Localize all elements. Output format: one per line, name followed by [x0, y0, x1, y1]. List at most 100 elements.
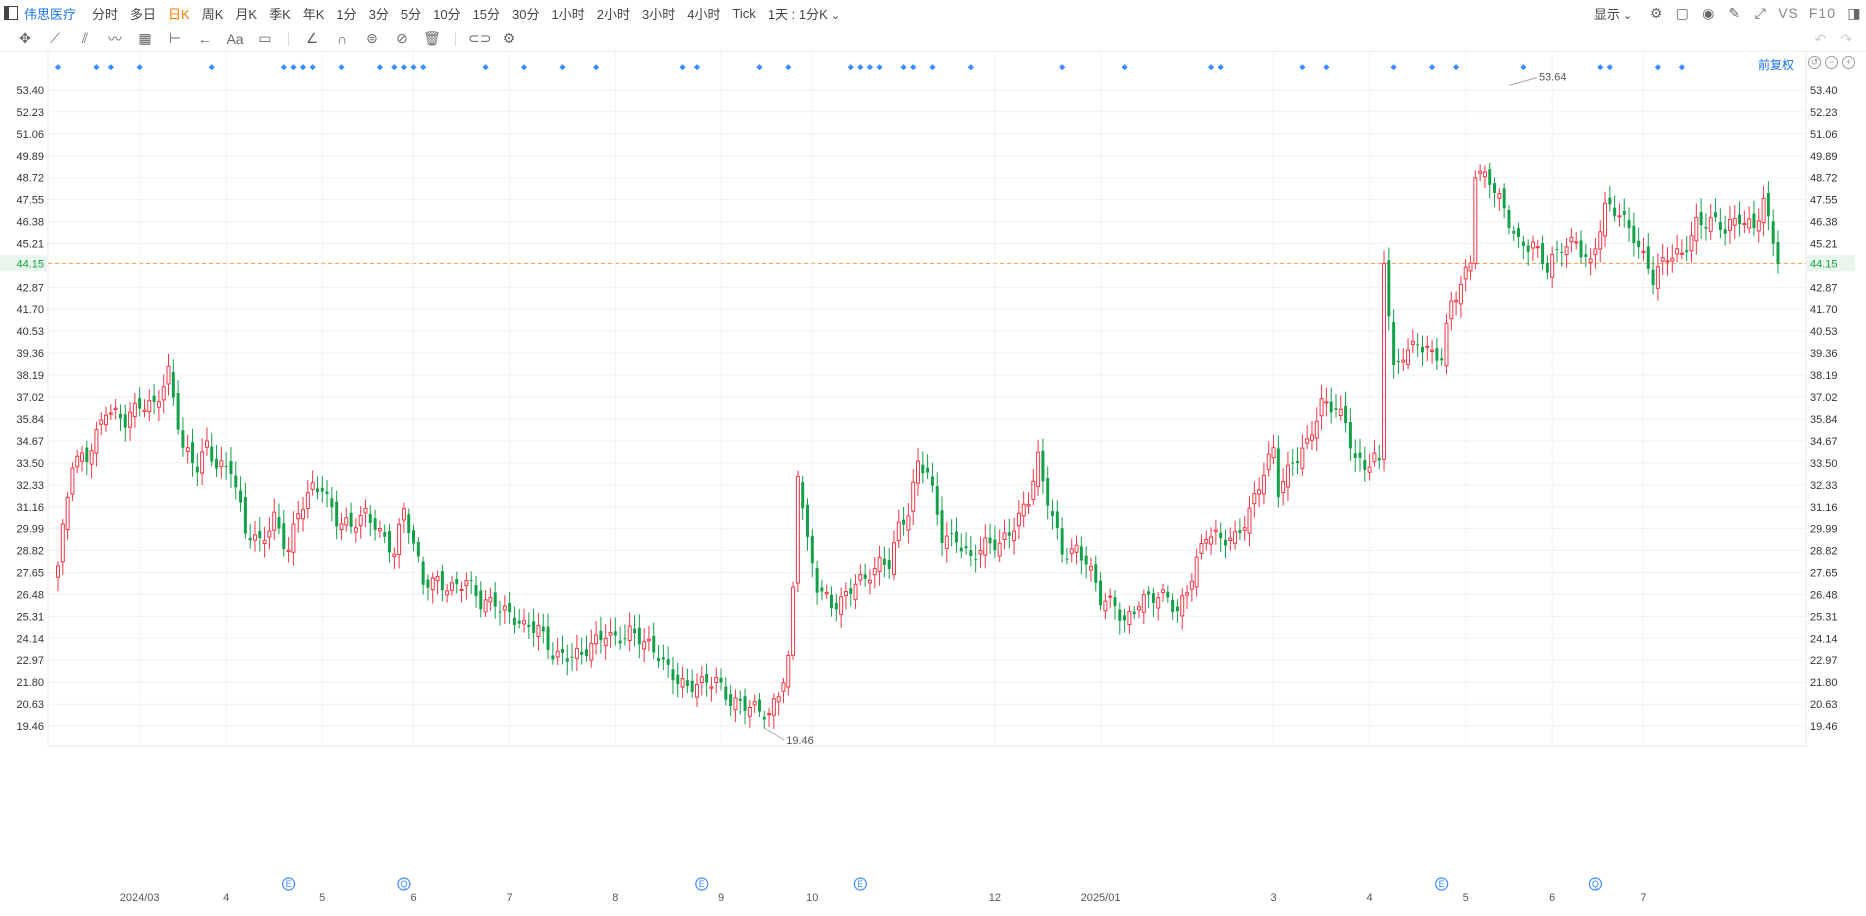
stock-name[interactable]: 伟思医疗: [24, 6, 77, 22]
candle-body: [1281, 481, 1286, 494]
magnet-icon[interactable]: ∩: [336, 30, 348, 47]
candle-body: [171, 371, 175, 398]
candle-body: [944, 535, 949, 550]
redo-icon[interactable]: ↷: [1840, 30, 1852, 47]
candle-body: [1194, 556, 1199, 588]
period-tab-3h[interactable]: 3小时: [641, 6, 676, 22]
undo-icon[interactable]: ↶: [1814, 30, 1827, 47]
candle-body: [401, 508, 406, 521]
candle-body: [906, 515, 911, 531]
period-tab-daily[interactable]: 日K: [168, 6, 190, 22]
move-cross-icon[interactable]: ✥: [19, 30, 31, 46]
candle-body: [1223, 539, 1227, 546]
period-tab-4h[interactable]: 4小时: [687, 6, 721, 22]
period-tab-quarterly[interactable]: 季K: [269, 6, 291, 22]
period-tab-3min[interactable]: 3分: [368, 6, 389, 22]
candle-body: [801, 481, 805, 509]
candle-body: [210, 446, 214, 462]
zoom-in-icon[interactable]: +: [1842, 56, 1855, 69]
candle-body: [1530, 241, 1535, 249]
candle-body: [479, 590, 483, 610]
x-tick-label: 6: [1549, 892, 1555, 904]
current-price-badge-left: [0, 255, 47, 272]
candlestick-chart[interactable]: 53.40 53.40 52.23 52.23 51.06 51.06 49.89 49.89…: [0, 52, 1866, 916]
wave-draw-icon[interactable]: 〰: [108, 30, 122, 47]
sidebar-toggle-icon[interactable]: [4, 6, 18, 20]
line-draw-icon[interactable]: ⟋: [50, 30, 60, 46]
period-tab-multiday[interactable]: 多日: [130, 6, 157, 22]
f10-button[interactable]: F10: [1808, 5, 1836, 21]
zoom-out-icon[interactable]: −: [1825, 56, 1838, 69]
candle-body: [296, 513, 301, 520]
candle-body: [262, 539, 267, 545]
period-tab-tick[interactable]: Tick: [732, 5, 756, 21]
channel-draw-icon[interactable]: ⫽: [81, 30, 89, 46]
period-tab-fenshi[interactable]: 分时: [92, 6, 119, 22]
candle-body: [1002, 532, 1007, 541]
candle-body: [580, 651, 584, 655]
candle-body: [1598, 231, 1603, 250]
period-tab-weekly[interactable]: 周K: [201, 6, 224, 22]
candle-body: [344, 517, 349, 526]
fullscreen-icon[interactable]: ⤢: [1754, 5, 1766, 21]
lock-eye-icon[interactable]: ⊜: [366, 30, 378, 46]
camera-icon[interactable]: ◉: [1702, 5, 1715, 21]
candle-body: [383, 532, 387, 537]
candle-body: [1535, 246, 1540, 249]
display-dropdown[interactable]: 显示: [1594, 4, 1632, 23]
settings-gear-icon[interactable]: ⚙: [1649, 5, 1663, 21]
pen-edit-icon[interactable]: ✎: [1728, 5, 1741, 21]
candle-body: [1209, 536, 1214, 545]
candle-body: [1147, 591, 1151, 595]
period-tab-30min[interactable]: 30分: [512, 6, 540, 22]
top-event-marker: [1323, 64, 1330, 71]
y-tick-label-left: 53.40: [16, 85, 44, 97]
measure-icon[interactable]: ⊢: [168, 30, 182, 46]
y-tick-label-left: 49.89: [16, 151, 44, 163]
fib-draw-icon[interactable]: ▦: [138, 30, 152, 46]
candle-body: [191, 442, 195, 463]
tool-settings-icon[interactable]: ⚙: [502, 30, 516, 46]
candle-body: [1689, 235, 1694, 252]
earnings-event-icon: [695, 877, 709, 891]
compare-link-icon[interactable]: ⊂⊃: [468, 30, 492, 46]
candle-body: [560, 648, 564, 653]
period-tab-1min[interactable]: 1分: [336, 6, 357, 22]
text-tool-icon[interactable]: Aa: [226, 30, 244, 47]
comment-icon[interactable]: ▭: [258, 30, 272, 46]
period-tab-2h[interactable]: 2小时: [596, 6, 630, 22]
candle-body: [85, 447, 89, 463]
y-tick-label-right: 24.14: [1810, 633, 1838, 645]
period-tab-10min[interactable]: 10分: [433, 6, 461, 22]
adjust-mode-button[interactable]: 前复权: [1758, 58, 1795, 72]
candle-body: [1584, 254, 1588, 257]
earnings-event-label: E: [699, 879, 705, 889]
period-custom-dropdown[interactable]: 1天 : 1分K: [768, 4, 840, 23]
y-tick-label-left: 51.06: [16, 129, 44, 141]
angle-icon[interactable]: ∠: [305, 30, 319, 46]
right-panel-toggle-icon[interactable]: ◨: [1847, 5, 1861, 21]
candle-body: [1156, 597, 1161, 609]
period-tab-monthly[interactable]: 月K: [235, 6, 258, 22]
period-tab-yearly[interactable]: 年K: [302, 6, 325, 22]
vs-compare-button[interactable]: VS: [1778, 5, 1799, 21]
candle-body: [445, 590, 450, 596]
candle-body: [349, 512, 353, 527]
candle-body: [1276, 448, 1280, 498]
y-tick-label-left: 35.84: [16, 414, 44, 426]
candle-body: [522, 620, 527, 625]
period-tab-15min[interactable]: 15分: [472, 6, 501, 22]
layout-window-icon[interactable]: ▢: [1675, 5, 1689, 21]
candle-body: [729, 694, 733, 707]
candle-body: [574, 647, 579, 659]
reset-zoom-icon[interactable]: ↺: [1808, 56, 1821, 69]
trash-icon[interactable]: 🗑: [423, 30, 441, 46]
period-tab-1h[interactable]: 1小时: [551, 6, 585, 22]
period-tab-5min[interactable]: 5分: [400, 6, 422, 22]
candle-body: [1026, 504, 1031, 507]
y-tick-label-left: 31.16: [16, 502, 44, 514]
arrow-left-icon[interactable]: ←: [198, 30, 212, 47]
hide-icon[interactable]: ⊘: [396, 30, 408, 46]
candle-body: [464, 580, 469, 587]
y-tick-label-left: 37.02: [16, 392, 44, 404]
